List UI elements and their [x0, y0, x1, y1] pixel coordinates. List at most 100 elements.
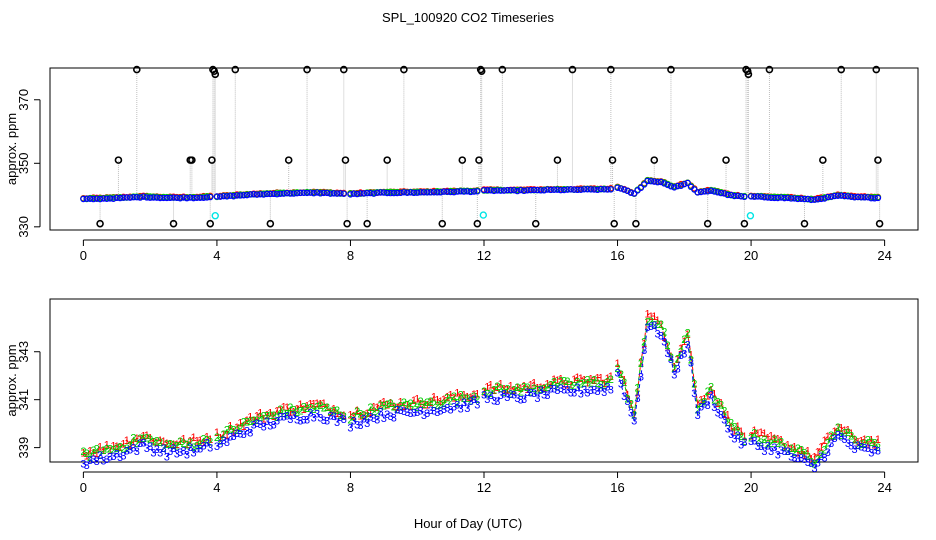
series-marker-2: 2: [604, 377, 610, 389]
series-marker-2: 2: [227, 423, 233, 435]
series-marker-1: 1: [80, 447, 86, 459]
series-marker-2: 2: [474, 394, 480, 406]
series-marker-1: 1: [795, 448, 801, 460]
series-marker-3: 3: [351, 415, 357, 427]
series-marker-1: 1: [144, 430, 150, 442]
series-marker-2: 2: [237, 423, 243, 435]
series-marker-1: 1: [721, 409, 727, 421]
data-point-s3: [233, 192, 241, 199]
series-marker-2: 2: [201, 433, 207, 445]
series-marker-1: 1: [735, 421, 741, 433]
data-point-s3: [574, 186, 581, 194]
series-marker-2: 2: [544, 382, 550, 394]
series-marker-3: 3: [534, 393, 540, 405]
series-marker-3: 3: [795, 453, 801, 465]
series-marker-1: 1: [818, 442, 824, 454]
y-tick-label-bottom: 343: [16, 341, 31, 363]
series-marker-1: 1: [160, 436, 166, 448]
series-marker-2: 2: [675, 353, 681, 365]
series-marker-2: 2: [705, 386, 711, 398]
series-marker-2: 2: [110, 444, 116, 456]
series-marker-2: 2: [741, 436, 747, 448]
series-marker-2: 2: [531, 383, 537, 395]
data-point-s3: [454, 188, 461, 195]
data-point-s3: [130, 194, 137, 201]
outlier-point: [650, 156, 659, 164]
data-point-s3: [193, 194, 201, 201]
series-marker-2: 2: [247, 416, 253, 428]
series-marker-3: 3: [217, 438, 223, 450]
series-marker-3: 3: [371, 413, 377, 425]
data-point-s3: [320, 189, 327, 197]
series-marker-2: 2: [635, 382, 641, 394]
series-marker-2: 2: [524, 382, 530, 394]
data-point-s3: [737, 193, 745, 200]
data-point-s3: [777, 194, 785, 201]
data-point-s3: [868, 195, 875, 202]
data-point-s3: [697, 188, 705, 196]
data-point-s3: [190, 194, 197, 202]
series-marker-2: 2: [831, 431, 837, 443]
series-marker-1: 1: [588, 374, 594, 386]
series-marker-1: 1: [411, 395, 417, 407]
series-marker-1: 1: [498, 379, 504, 391]
series-marker-2: 2: [167, 439, 173, 451]
series-line-2: [483, 378, 612, 395]
series-marker-2: 2: [518, 386, 524, 398]
series-marker-3: 3: [528, 387, 534, 399]
series-marker-3: 3: [134, 446, 140, 458]
series-marker-2: 2: [691, 378, 697, 390]
data-point-s3: [754, 193, 761, 200]
data-point-s3: [367, 189, 374, 197]
series-marker-1: 1: [217, 433, 223, 445]
series-marker-3: 3: [97, 450, 103, 462]
series-marker-1: 1: [705, 390, 711, 402]
series-marker-2: 2: [574, 376, 580, 388]
series-marker-2: 2: [214, 432, 220, 444]
x-tick-label-bottom: 12: [477, 480, 491, 495]
series-line-2: [750, 425, 879, 464]
data-point-s3: [133, 194, 140, 201]
series-marker-2: 2: [164, 439, 170, 451]
series-marker-1: 1: [140, 431, 146, 443]
y-tick-label-bottom: 341: [16, 389, 31, 411]
series-marker-3: 3: [124, 446, 130, 458]
series-marker-2: 2: [821, 444, 827, 456]
outlier-point: [473, 219, 482, 228]
series-marker-2: 2: [731, 421, 737, 433]
data-point-s3: [80, 195, 87, 203]
data-point-s3: [717, 189, 725, 197]
series-marker-2: 2: [371, 406, 377, 418]
data-point-s3: [704, 188, 711, 195]
series-marker-2: 2: [498, 383, 504, 395]
series-marker-3: 3: [698, 402, 704, 414]
data-point-s3: [821, 195, 828, 202]
series-marker-2: 2: [711, 395, 717, 407]
series-marker-1: 1: [691, 377, 697, 389]
data-point-s3: [811, 196, 818, 203]
data-point-s3: [858, 194, 865, 201]
data-point-s3: [631, 190, 638, 197]
data-point-s3: [237, 192, 244, 199]
data-point-s3: [848, 193, 855, 200]
series-marker-3: 3: [321, 415, 327, 427]
series-marker-3: 3: [201, 441, 207, 453]
data-point-s3: [307, 189, 314, 196]
series-marker-3: 3: [251, 419, 257, 431]
data-point-s3: [106, 195, 114, 202]
data-point-s3: [323, 189, 331, 197]
series-marker-3: 3: [554, 385, 560, 397]
series-marker-2: 2: [80, 446, 86, 458]
series-marker-1: 1: [558, 374, 564, 386]
series-marker-3: 3: [645, 322, 651, 334]
data-point-s3: [617, 185, 625, 192]
series-marker-3: 3: [574, 382, 580, 394]
data-point-s3: [410, 189, 418, 197]
series-marker-3: 3: [538, 385, 544, 397]
data-point-s3: [524, 187, 531, 194]
series-marker-3: 3: [561, 384, 567, 396]
series-marker-3: 3: [428, 405, 434, 417]
series-marker-1: 1: [214, 427, 220, 439]
series-marker-1: 1: [401, 401, 407, 413]
data-point-s3: [824, 193, 832, 201]
